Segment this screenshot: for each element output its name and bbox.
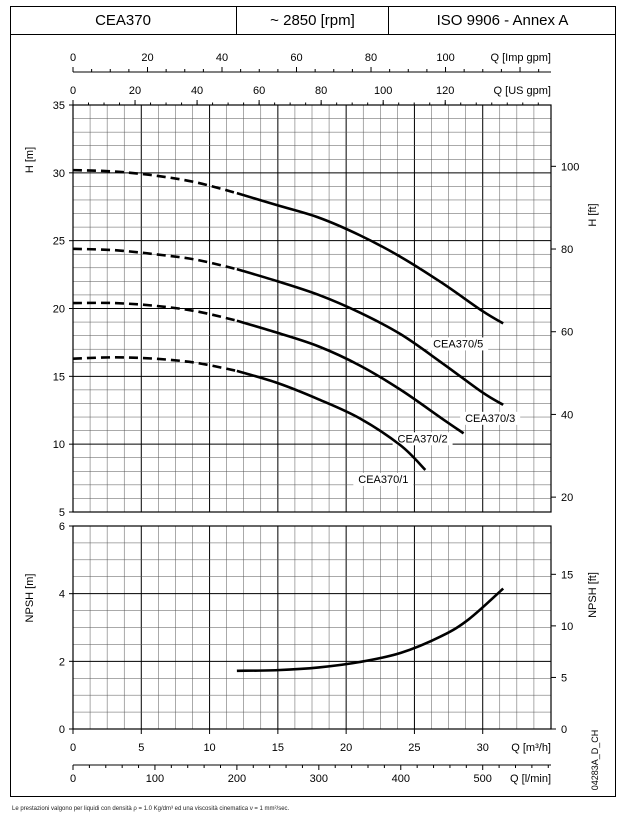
- us-gpm-axis-label: Q [US gpm]: [494, 85, 551, 97]
- curve-CEA370-5: [236, 191, 504, 325]
- curve-CEA370-2: [236, 319, 465, 435]
- npsh-plot-border: [72, 525, 552, 730]
- y-tick-label-h: 35: [53, 100, 65, 112]
- y-tick-label-h: 10: [53, 439, 65, 451]
- y-tick-label-h: 20: [53, 304, 65, 316]
- us-gpm-tick-label: 60: [253, 85, 265, 97]
- curve-CEA370-1: [236, 369, 427, 471]
- model-title: CEA370: [10, 6, 237, 35]
- y-axis-label-n: NPSH [m]: [24, 574, 36, 623]
- curve-label: CEA370/5: [433, 338, 483, 350]
- us-gpm-tick-label: 120: [436, 85, 454, 97]
- curve-label-bg: [460, 411, 521, 425]
- curve-label: CEA370/1: [358, 474, 408, 486]
- m3h-axis-label: Q [m³/h]: [511, 742, 551, 754]
- imp-gpm-tick-label: 20: [141, 52, 153, 64]
- y2-tick-label-h: 100: [561, 161, 579, 173]
- m3h-tick-label: 20: [340, 742, 352, 754]
- imp-gpm-tick-label: 0: [70, 52, 76, 64]
- y-tick-label-h: 15: [53, 371, 65, 383]
- y2-tick-label-n: 0: [561, 724, 567, 736]
- y-tick-label-n: 6: [59, 521, 65, 533]
- lmin-tick-label: 0: [70, 773, 76, 785]
- header-bar: CEA370 ~ 2850 [rpm] ISO 9906 - Annex A: [10, 6, 616, 35]
- standard-label: ISO 9906 - Annex A: [389, 6, 616, 35]
- y2-axis-label-h: H [ft]: [587, 203, 599, 226]
- y2-axis-label-n: NPSH [ft]: [587, 572, 599, 618]
- lmin-tick-label: 200: [228, 773, 246, 785]
- npsh-curve: [236, 587, 505, 673]
- y2-tick-label-h: 40: [561, 409, 573, 421]
- y2-tick-label-n: 15: [561, 569, 573, 581]
- y2-tick-label-n: 10: [561, 621, 573, 633]
- lmin-tick-label: 300: [310, 773, 328, 785]
- m3h-tick-label: 15: [272, 742, 284, 754]
- npsh-plot-grid: [72, 525, 552, 730]
- m3h-tick-label: 5: [138, 742, 144, 754]
- lmin-axis-label: Q [l/min]: [510, 773, 551, 785]
- imp-gpm-tick-label: 60: [290, 52, 302, 64]
- y-axis-label-h: H [m]: [24, 147, 36, 173]
- lmin-tick-label: 500: [474, 773, 492, 785]
- m3h-tick-label: 0: [70, 742, 76, 754]
- curve-dashed-CEA370-5: [72, 168, 238, 195]
- imp-gpm-tick-label: 40: [216, 52, 228, 64]
- imp-gpm-tick-label: 80: [365, 52, 377, 64]
- drawing-code: 04283A_D_CH: [590, 730, 600, 791]
- speed-label: ~ 2850 [rpm]: [237, 6, 389, 35]
- curve-dashed-CEA370-2: [72, 301, 238, 322]
- curve-dashed-CEA370-1: [72, 356, 238, 373]
- us-gpm-tick-label: 80: [315, 85, 327, 97]
- m3h-tick-label: 30: [477, 742, 489, 754]
- us-gpm-tick-label: 20: [129, 85, 141, 97]
- curve-CEA370-3: [236, 267, 504, 406]
- us-gpm-tick-label: 100: [374, 85, 392, 97]
- y-tick-label-h: 5: [59, 507, 65, 519]
- curve-label-bg: [392, 432, 453, 446]
- y-tick-label-n: 2: [59, 656, 65, 668]
- y2-tick-label-h: 20: [561, 492, 573, 504]
- y-tick-label-h: 25: [53, 236, 65, 248]
- y2-tick-label-h: 60: [561, 327, 573, 339]
- imp-gpm-axis-label: Q [Imp gpm]: [490, 52, 551, 64]
- lmin-tick-label: 400: [392, 773, 410, 785]
- curve-label: CEA370/3: [465, 413, 515, 425]
- lmin-tick-label: 100: [146, 773, 164, 785]
- imp-gpm-tick-label: 100: [436, 52, 454, 64]
- y2-tick-label-h: 80: [561, 244, 573, 256]
- m3h-tick-label: 10: [203, 742, 215, 754]
- y-tick-label-n: 0: [59, 724, 65, 736]
- y-tick-label-n: 4: [59, 589, 65, 601]
- us-gpm-tick-label: 40: [191, 85, 203, 97]
- curve-dashed-CEA370-3: [72, 247, 238, 271]
- us-gpm-tick-label: 0: [70, 85, 76, 97]
- curve-label-bg: [428, 337, 489, 351]
- y-tick-label-h: 30: [53, 168, 65, 180]
- chart-frame: [10, 6, 616, 797]
- curve-label-bg: [353, 472, 414, 486]
- curve-label: CEA370/2: [398, 433, 448, 445]
- footnote: Le prestazioni valgono per liquidi con d…: [12, 806, 290, 812]
- y2-tick-label-n: 5: [561, 672, 567, 684]
- m3h-tick-label: 25: [408, 742, 420, 754]
